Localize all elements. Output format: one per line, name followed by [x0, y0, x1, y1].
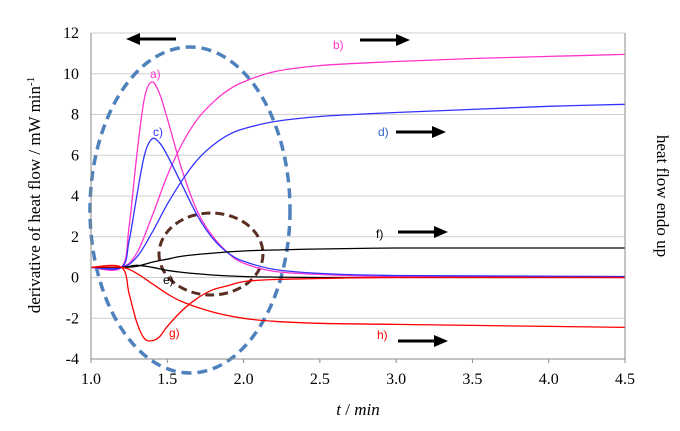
grid-lines: [91, 32, 625, 360]
series-label: f): [376, 227, 383, 241]
series-line-7: [90, 266, 626, 329]
series-lines: [90, 53, 626, 342]
series-label: c): [153, 125, 163, 139]
x-axis-title: t / min: [336, 400, 379, 419]
series-line-5: [90, 247, 625, 269]
arrow-left-icon: [126, 33, 176, 45]
x-tick-label: 4.5: [615, 371, 635, 388]
y-tick-label: 8: [71, 107, 79, 124]
x-tick-label: 1.0: [81, 371, 101, 388]
dashed-ellipse-small: [157, 211, 265, 297]
arrow-right-icon: [396, 126, 446, 138]
y-axis-title: derivative of heat flow / mW min-1: [25, 77, 44, 313]
y-tick-label: 10: [63, 66, 79, 83]
series-label: d): [378, 125, 389, 139]
y-tick-label: -2: [66, 310, 79, 327]
series-line-3: [90, 103, 626, 269]
y-tick-label: 4: [71, 188, 79, 205]
x-tick-label: 2.5: [310, 371, 330, 388]
y-tick-label: 2: [71, 229, 79, 246]
arrow-right-icon: [398, 226, 448, 238]
series-label: h): [377, 328, 388, 342]
series-label: a): [150, 67, 161, 81]
y-tick-labels: 12 10 8 6 4 2 0 -2 -4: [63, 25, 79, 368]
y-tick-label: 0: [71, 270, 79, 287]
axes: [90, 33, 626, 360]
x-tick-label: 3.5: [462, 371, 482, 388]
x-tick-label: 4.0: [539, 371, 559, 388]
series-label: b): [333, 38, 344, 52]
arrow-right-icon: [398, 335, 448, 347]
series-line-1: [90, 53, 626, 270]
y-axis-right-title: heat flow endo up: [653, 135, 672, 257]
dashed-ellipse-large: [88, 45, 292, 375]
series-label: g): [169, 326, 180, 340]
x-tick-labels: 1.0 1.5 2.0 2.5 3.0 3.5 4.0 4.5: [81, 359, 635, 388]
y-tick-label: 12: [63, 25, 79, 42]
direction-arrows: [126, 33, 448, 347]
y-tick-label: -4: [66, 351, 79, 368]
x-tick-label: 1.5: [157, 371, 177, 388]
y-tick-label: 6: [71, 147, 79, 164]
series-line-2: [90, 137, 626, 278]
series-label: e): [163, 273, 174, 287]
series-line-0: [90, 81, 626, 279]
highlight-ellipses: [88, 45, 292, 375]
x-tick-label: 2.0: [234, 371, 254, 388]
x-tick-label: 3.0: [386, 371, 406, 388]
series-labels: a) b) c) d) e) f) g) h): [150, 38, 389, 342]
arrow-right-icon: [360, 34, 410, 46]
